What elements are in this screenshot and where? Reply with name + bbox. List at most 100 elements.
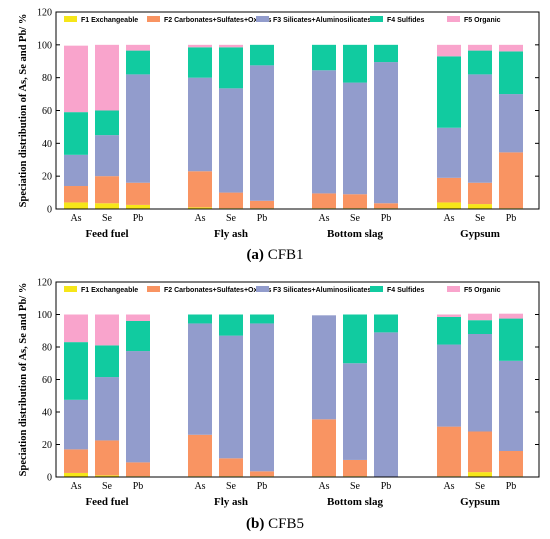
legend-swatch: [147, 286, 160, 292]
legend-label: F2 Carbonates+Sulfates+Oxides: [164, 287, 271, 294]
bar-segment-f2-gypsum-pb: [499, 152, 523, 209]
y-tick-label: 40: [42, 139, 52, 150]
x-tick-label: Se: [102, 481, 113, 492]
figure-caption: (b) CFB5: [246, 516, 304, 532]
bar-segment-f2-bottom-slag-as: [312, 419, 336, 477]
bar-segment-f1-feed-fuel-se: [95, 203, 119, 209]
bar-segment-f2-bottom-slag-pb: [374, 203, 398, 209]
panel-cfb1: As Se Pb Feed fuel As Se Pb Fly ash As Se Pb Bottom…: [18, 8, 540, 263]
bar-segment-f5-gypsum-pb: [499, 44, 523, 52]
x-tick-label: As: [443, 213, 454, 224]
y-tick-label: 100: [37, 40, 52, 51]
bar-segment-f4-gypsum-as: [437, 316, 461, 345]
bar-segment-f3-bottom-slag-se: [343, 363, 367, 460]
bar-segment-f4-fly-ash-se: [219, 314, 243, 336]
bar-segment-f2-gypsum-se: [468, 431, 492, 473]
bar-segment-f5-fly-ash-se: [219, 44, 243, 48]
bar-segment-f2-fly-ash-pb: [250, 200, 274, 209]
caption-letter: (b): [246, 516, 264, 532]
x-tick-label: As: [443, 481, 454, 492]
bar-segment-f4-feed-fuel-se: [95, 345, 119, 378]
bar-segment-f1-feed-fuel-as: [64, 472, 88, 477]
bar-segment-f4-fly-ash-pb: [250, 314, 274, 324]
group-label: Feed fuel: [85, 228, 128, 240]
y-tick-label: 0: [47, 205, 52, 216]
bar-segment-f3-bottom-slag-as: [312, 315, 336, 420]
group-label: Bottom slag: [327, 228, 383, 240]
x-tick-label: Se: [226, 481, 237, 492]
x-tick-label: Pb: [257, 213, 268, 224]
legend-swatch: [370, 16, 383, 22]
x-tick-label: Pb: [257, 481, 268, 492]
bar-segment-f1-gypsum-se: [468, 472, 492, 477]
bar-segment-f2-feed-fuel-pb: [126, 462, 150, 477]
x-tick-label: Pb: [506, 213, 517, 224]
bar-segment-f3-fly-ash-se: [219, 88, 243, 193]
bar-segment-f3-fly-ash-as: [188, 77, 212, 172]
bar-segment-f5-feed-fuel-se: [95, 44, 119, 111]
bar-segment-f3-feed-fuel-as: [64, 154, 88, 187]
y-axis-label: Speciation distribution of As, Se and Pb…: [18, 283, 29, 477]
bar-segment-f2-gypsum-se: [468, 182, 492, 205]
bar-segment-f4-fly-ash-as: [188, 314, 212, 324]
legend-label: F1 Exchangeable: [81, 287, 138, 294]
group-label: Fly ash: [214, 496, 248, 508]
x-tick-label: Pb: [506, 481, 517, 492]
x-tick-label: Se: [350, 481, 361, 492]
x-tick-label: As: [194, 481, 205, 492]
bar-segment-f4-feed-fuel-as: [64, 342, 88, 400]
bar-segment-f4-bottom-slag-as: [312, 44, 336, 71]
bar-segment-f4-feed-fuel-se: [95, 110, 119, 136]
x-tick-label: Pb: [133, 213, 144, 224]
bar-segment-f2-gypsum-as: [437, 177, 461, 203]
bar-segment-f3-gypsum-as: [437, 344, 461, 427]
legend-swatch: [370, 286, 383, 292]
x-tick-label: As: [318, 213, 329, 224]
legend-swatch: [447, 286, 460, 292]
bar-segment-f2-bottom-slag-se: [343, 194, 367, 209]
bar-segment-f4-feed-fuel-pb: [126, 50, 150, 75]
bar-segment-f2-fly-ash-as: [188, 434, 212, 477]
y-tick-label: 100: [37, 310, 52, 321]
bar-segment-f3-gypsum-se: [468, 74, 492, 183]
group-label: Gypsum: [460, 496, 500, 508]
y-tick-label: 80: [42, 73, 52, 84]
legend-label: F5 Organic: [464, 17, 501, 24]
bar-segment-f4-feed-fuel-as: [64, 112, 88, 155]
caption-text: CFB5: [264, 516, 304, 532]
bar-segment-f3-fly-ash-pb: [250, 65, 274, 201]
bar-segment-f5-gypsum-se: [468, 313, 492, 321]
bar-segment-f5-gypsum-as: [437, 44, 461, 57]
x-tick-label: Se: [350, 213, 361, 224]
bar-segment-f1-feed-fuel-as: [64, 202, 88, 209]
bar-segment-f3-feed-fuel-se: [95, 135, 119, 177]
legend-swatch: [256, 286, 269, 292]
legend-label: F4 Sulfides: [387, 17, 424, 24]
bar-segment-f1-gypsum-as: [437, 202, 461, 209]
y-tick-label: 60: [42, 106, 52, 117]
legend-swatch: [64, 286, 77, 292]
legend-label: F2 Carbonates+Sulfates+Oxides: [164, 17, 271, 24]
x-tick-label: Pb: [133, 481, 144, 492]
x-tick-label: As: [194, 213, 205, 224]
caption-letter: (a): [246, 247, 264, 263]
bar-segment-f4-gypsum-se: [468, 50, 492, 75]
x-tick-label: Pb: [381, 213, 392, 224]
bar-segment-f4-gypsum-se: [468, 320, 492, 334]
bar-segment-f3-gypsum-pb: [499, 94, 523, 153]
bar-segment-f2-bottom-slag-se: [343, 459, 367, 477]
bar-segment-f1-feed-fuel-pb: [126, 204, 150, 209]
bar-segment-f2-feed-fuel-as: [64, 449, 88, 473]
y-tick-label: 120: [37, 8, 52, 19]
bar-segment-f2-fly-ash-pb: [250, 471, 274, 477]
figure-caption: (a) CFB1: [246, 247, 303, 263]
bar-segment-f2-gypsum-pb: [499, 451, 523, 477]
bar-segment-f5-feed-fuel-se: [95, 314, 119, 346]
bar-segment-f5-gypsum-as: [437, 314, 461, 317]
x-tick-label: As: [70, 213, 81, 224]
y-tick-label: 0: [47, 473, 52, 484]
bar-segment-f3-fly-ash-as: [188, 323, 212, 435]
bar-segment-f3-bottom-slag-pb: [374, 332, 398, 477]
bar-segment-f4-bottom-slag-pb: [374, 44, 398, 63]
